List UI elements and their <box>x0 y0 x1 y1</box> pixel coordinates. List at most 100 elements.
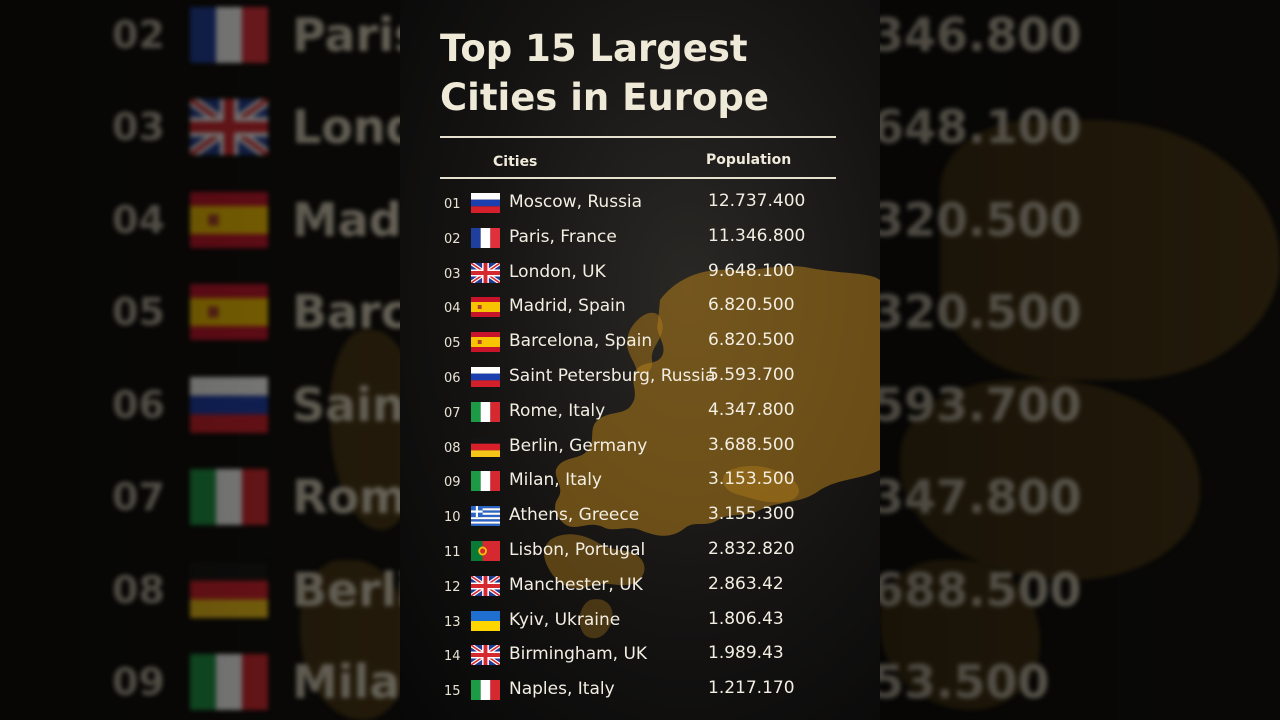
city-name: Madrid, Spain <box>509 296 626 317</box>
city-name: Manchester, UK <box>509 574 643 595</box>
population-value: 11.346.800 <box>708 225 806 246</box>
background-row: 346.800 <box>880 0 1280 81</box>
rank-number: 13 <box>444 614 461 630</box>
right-shade <box>880 0 1280 720</box>
background-population-value: 347.800 <box>880 470 1082 524</box>
population-value: 3.155.300 <box>708 504 795 525</box>
population-value: 2.863.42 <box>708 573 784 594</box>
background-city-name: Madr <box>292 193 400 247</box>
city-name: London, UK <box>509 261 606 282</box>
greece-flag-icon <box>471 506 500 527</box>
population-value: 6.820.500 <box>708 330 795 351</box>
population-value: 1.217.170 <box>708 678 795 699</box>
spain-flag-icon <box>471 297 500 318</box>
background-population-value: 320.500 <box>880 193 1082 247</box>
rank-number: 09 <box>444 475 461 491</box>
population-column-header: Population <box>706 152 792 168</box>
background-city-name: Berli <box>292 563 400 617</box>
table-row: 02 Paris, France 11.346.800 <box>400 221 880 255</box>
title-line-2: Cities in Europe <box>440 76 769 119</box>
table-row: 01 Moscow, Russia 12.737.400 <box>400 186 880 220</box>
background-row: 53.500 <box>880 636 1280 720</box>
italy-flag-icon <box>190 654 268 710</box>
table-row: 06 Saint Petersburg, Russia 5.593.700 <box>400 360 880 394</box>
russia-flag-icon <box>471 367 500 387</box>
rank-number: 05 <box>444 336 461 352</box>
uk-flag-icon <box>471 262 500 283</box>
left-background-panel: 02 Paris, 03 Lond 04 Madr 05 Barce 06 Sa… <box>0 0 400 720</box>
background-row: 347.800 <box>880 451 1280 544</box>
city-name: Kyiv, Ukraine <box>509 609 621 630</box>
italy-flag-icon <box>471 680 500 701</box>
germany-flag-icon <box>471 436 500 457</box>
background-city-name: Barce <box>292 285 400 339</box>
russia-flag-icon <box>471 193 500 213</box>
population-value: 2.832.820 <box>708 539 795 559</box>
city-name: Moscow, Russia <box>509 192 643 212</box>
background-population-value: 346.800 <box>880 8 1082 62</box>
france-flag-icon <box>471 227 500 248</box>
spain-flag-icon <box>471 332 500 353</box>
city-name: Berlin, Germany <box>509 435 648 456</box>
background-row: 688.500 <box>880 543 1280 636</box>
background-row: 09 Milar <box>0 636 400 720</box>
italy-flag-icon <box>190 469 268 525</box>
title-divider <box>440 136 836 138</box>
map-fragment <box>900 380 1200 580</box>
table-row: 07 Rome, Italy 4.347.800 <box>400 395 880 429</box>
background-population-value: 53.500 <box>880 655 1050 709</box>
background-row: 04 Madr <box>0 173 400 266</box>
map-fragment <box>880 560 1040 710</box>
europe-map-silhouette <box>544 266 880 639</box>
germany-flag-icon <box>190 561 268 618</box>
background-row: 06 Saint <box>0 358 400 451</box>
background-row: 07 Rome <box>0 451 400 544</box>
population-value: 5.593.700 <box>708 365 795 385</box>
ukraine-flag-icon <box>471 610 500 631</box>
background-city-name: Rome <box>292 470 400 524</box>
table-row: 05 Barcelona, Spain 6.820.500 <box>400 325 880 359</box>
page-title: Top 15 Largest Cities in Europe <box>440 24 860 122</box>
background-rank-number: 04 <box>112 198 165 242</box>
rank-number: 14 <box>444 649 461 665</box>
left-shade <box>0 0 400 720</box>
rank-number: 08 <box>444 440 461 456</box>
city-name: Barcelona, Spain <box>509 331 653 352</box>
background-population-value: 593.700 <box>880 378 1082 432</box>
rank-number: 04 <box>444 301 461 317</box>
background-row: 03 Lond <box>0 81 400 174</box>
header-divider <box>440 177 836 179</box>
background-rank-number: 06 <box>112 383 165 427</box>
background-rank-number: 03 <box>112 105 165 149</box>
city-name: Milan, Italy <box>509 470 602 491</box>
italy-flag-icon <box>471 401 500 422</box>
table-row: 09 Milan, Italy 3.153.500 <box>400 464 880 498</box>
background-row: 648.100 <box>880 81 1280 174</box>
population-value: 3.688.500 <box>708 434 795 455</box>
background-city-name: Milar <box>292 655 400 709</box>
ranking-panel: Top 15 Largest Cities in Europe Cities P… <box>400 0 880 720</box>
map-fragment <box>940 120 1280 380</box>
right-background-panel: 346.800 648.100 320.500 320.500 593.700 347.8… <box>880 0 1280 720</box>
city-name: Paris, France <box>509 226 617 247</box>
rank-number: 12 <box>444 579 461 595</box>
city-name: Lisbon, Portugal <box>509 540 646 560</box>
population-value: 1.989.43 <box>708 643 784 664</box>
italy-flag-icon <box>471 471 500 492</box>
background-rank-number: 08 <box>112 568 165 612</box>
table-row: 15 Naples, Italy 1.217.170 <box>400 673 880 707</box>
uk-flag-icon <box>190 99 268 155</box>
city-name: Birmingham, UK <box>509 644 648 665</box>
city-name: Saint Petersburg, Russia <box>509 366 716 386</box>
spain-flag-icon <box>190 284 268 340</box>
background-rank-number: 05 <box>112 290 165 334</box>
background-row: 320.500 <box>880 266 1280 359</box>
russia-flag-icon <box>190 376 268 433</box>
uk-flag-icon <box>471 645 500 666</box>
title-line-1: Top 15 Largest <box>440 27 748 70</box>
table-row: 08 Berlin, Germany 3.688.500 <box>400 430 880 464</box>
table-row: 04 Madrid, Spain 6.820.500 <box>400 290 880 324</box>
background-population-value: 688.500 <box>880 563 1082 617</box>
cities-column-header: Cities <box>493 154 538 170</box>
background-row: 320.500 <box>880 173 1280 266</box>
